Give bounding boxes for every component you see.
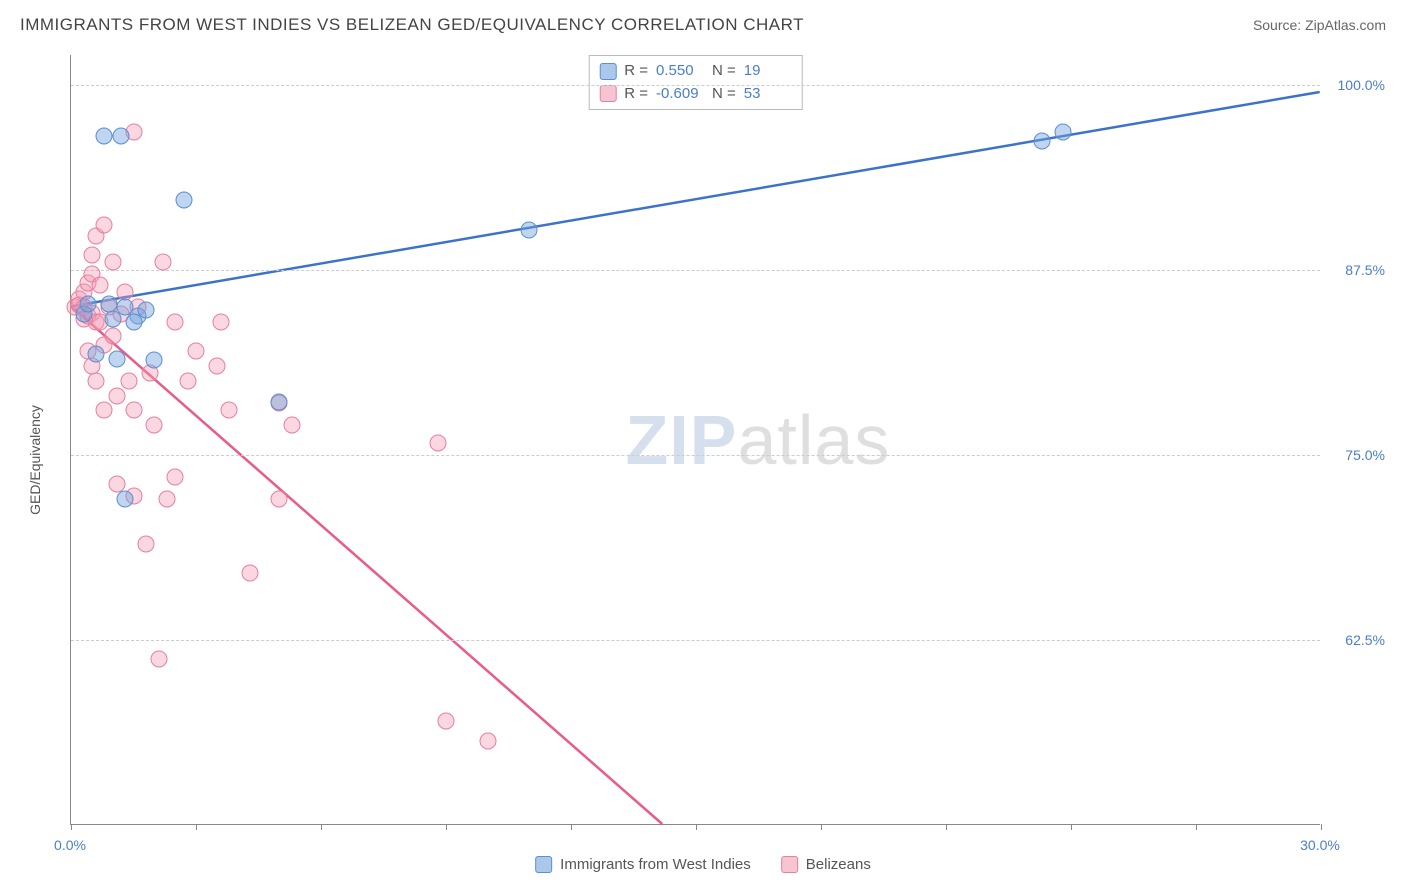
- x-tick: [696, 824, 697, 830]
- r-label-pink: R =: [624, 83, 648, 106]
- watermark-zip: ZIP: [626, 401, 738, 479]
- source-label: Source:: [1253, 17, 1305, 33]
- x-tick: [946, 824, 947, 830]
- data-point-blue: [146, 352, 163, 369]
- data-point-blue: [100, 295, 117, 312]
- data-point-pink: [213, 313, 230, 330]
- data-point-blue: [1033, 132, 1050, 149]
- n-value-pink: 53: [744, 83, 792, 106]
- y-tick-label: 75.0%: [1325, 447, 1385, 463]
- data-point-pink: [138, 535, 155, 552]
- data-point-blue: [79, 295, 96, 312]
- x-tick: [1071, 824, 1072, 830]
- regression-line-pink: [71, 306, 662, 824]
- data-point-pink: [146, 417, 163, 434]
- legend-stats-box: R = 0.550 N = 19 R = -0.609 N = 53: [588, 55, 803, 110]
- data-point-blue: [271, 393, 288, 410]
- x-tick: [71, 824, 72, 830]
- data-point-pink: [438, 713, 455, 730]
- data-point-pink: [283, 417, 300, 434]
- data-point-blue: [108, 350, 125, 367]
- data-point-pink: [179, 372, 196, 389]
- swatch-blue: [599, 63, 616, 80]
- data-point-pink: [208, 357, 225, 374]
- r-label-blue: R =: [624, 60, 648, 83]
- source-value: ZipAtlas.com: [1305, 17, 1386, 33]
- x-tick: [571, 824, 572, 830]
- x-tick: [321, 824, 322, 830]
- data-point-pink: [479, 732, 496, 749]
- x-tick: [1321, 824, 1322, 830]
- data-point-pink: [150, 651, 167, 668]
- y-axis-label: GED/Equivalency: [27, 405, 43, 515]
- bottom-legend: Immigrants from West Indies Belizeans: [535, 856, 871, 873]
- x-tick: [446, 824, 447, 830]
- data-point-pink: [104, 254, 121, 271]
- legend-swatch-blue: [535, 856, 552, 873]
- y-tick-label: 100.0%: [1325, 77, 1385, 93]
- data-point-pink: [125, 402, 142, 419]
- data-point-pink: [108, 387, 125, 404]
- data-point-blue: [125, 313, 142, 330]
- legend-stats-row-blue: R = 0.550 N = 19: [599, 60, 792, 83]
- gridline-h: [71, 640, 1320, 641]
- legend-swatch-pink: [781, 856, 798, 873]
- data-point-pink: [188, 343, 205, 360]
- x-tick-label: 0.0%: [54, 837, 86, 853]
- legend-label-pink: Belizeans: [806, 856, 871, 873]
- n-label-pink: N =: [712, 83, 736, 106]
- plot-area: ZIPatlas R = 0.550 N = 19 R = -0.609 N =…: [70, 55, 1320, 825]
- data-point-pink: [121, 372, 138, 389]
- x-tick: [1196, 824, 1197, 830]
- y-tick-label: 87.5%: [1325, 262, 1385, 278]
- regression-lines: [71, 55, 1320, 824]
- data-point-pink: [271, 491, 288, 508]
- swatch-pink: [599, 85, 616, 102]
- n-label-blue: N =: [712, 60, 736, 83]
- x-tick-label: 30.0%: [1300, 837, 1340, 853]
- watermark: ZIPatlas: [626, 400, 891, 480]
- data-point-pink: [92, 276, 109, 293]
- chart-title: IMMIGRANTS FROM WEST INDIES VS BELIZEAN …: [20, 15, 804, 35]
- legend-item-blue: Immigrants from West Indies: [535, 856, 751, 873]
- data-point-pink: [429, 434, 446, 451]
- source-attribution: Source: ZipAtlas.com: [1253, 17, 1386, 33]
- x-tick: [196, 824, 197, 830]
- data-point-pink: [242, 565, 259, 582]
- data-point-pink: [167, 469, 184, 486]
- data-point-pink: [96, 402, 113, 419]
- n-value-blue: 19: [744, 60, 792, 83]
- gridline-h: [71, 455, 1320, 456]
- r-value-blue: 0.550: [656, 60, 704, 83]
- data-point-pink: [158, 491, 175, 508]
- data-point-blue: [1054, 124, 1071, 141]
- data-point-blue: [96, 128, 113, 145]
- data-point-pink: [104, 328, 121, 345]
- regression-line-blue: [71, 92, 1319, 306]
- legend-stats-row-pink: R = -0.609 N = 53: [599, 83, 792, 106]
- data-point-pink: [221, 402, 238, 419]
- gridline-h: [71, 270, 1320, 271]
- data-point-pink: [167, 313, 184, 330]
- data-point-blue: [521, 221, 538, 238]
- data-point-pink: [83, 246, 100, 263]
- x-tick: [821, 824, 822, 830]
- y-tick-label: 62.5%: [1325, 632, 1385, 648]
- data-point-blue: [117, 491, 134, 508]
- r-value-pink: -0.609: [656, 83, 704, 106]
- chart-container: GED/Equivalency ZIPatlas R = 0.550 N = 1…: [20, 45, 1386, 875]
- data-point-blue: [88, 346, 105, 363]
- gridline-h: [71, 85, 1320, 86]
- data-point-pink: [96, 217, 113, 234]
- legend-label-blue: Immigrants from West Indies: [560, 856, 751, 873]
- data-point-blue: [113, 128, 130, 145]
- legend-item-pink: Belizeans: [781, 856, 871, 873]
- watermark-atlas: atlas: [737, 401, 890, 479]
- data-point-pink: [154, 254, 171, 271]
- data-point-pink: [88, 372, 105, 389]
- data-point-blue: [175, 192, 192, 209]
